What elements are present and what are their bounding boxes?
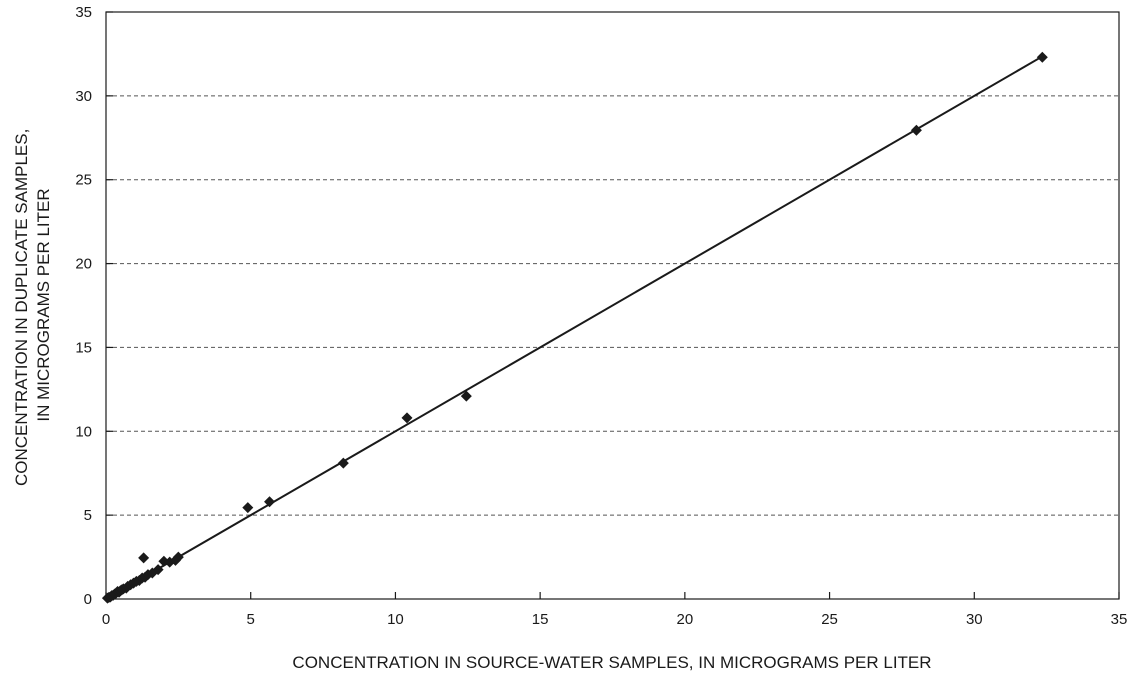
data-point: [152, 564, 164, 576]
data-point: [172, 551, 184, 563]
x-tick-label: 25: [821, 611, 838, 628]
x-tick-label: 5: [247, 611, 255, 628]
data-point: [1036, 51, 1048, 63]
x-axis-title: CONCENTRATION IN SOURCE-WATER SAMPLES, I…: [292, 653, 931, 672]
y-axis-title: CONCENTRATION IN DUPLICATE SAMPLES, IN M…: [12, 124, 53, 486]
y-tick-label: 15: [75, 339, 92, 356]
plot-frame: [105, 11, 1120, 600]
y-axis: 0 5 10 15 20 25 30 35: [75, 4, 113, 608]
data-point: [401, 412, 413, 424]
x-tick-label: 10: [387, 611, 404, 628]
x-tick-label: 35: [1111, 611, 1128, 628]
data-point: [460, 390, 472, 402]
y-tick-label: 35: [75, 4, 92, 21]
regression-line: [105, 55, 1043, 600]
y-axis-title-line-2: IN MICROGRAMS PER LITER: [34, 188, 53, 421]
y-axis-title-line-1: CONCENTRATION IN DUPLICATE SAMPLES,: [12, 129, 31, 486]
x-tick-label: 30: [966, 611, 983, 628]
y-tick-label: 10: [75, 423, 92, 440]
x-tick-label: 0: [102, 611, 110, 628]
data-point: [910, 124, 922, 136]
y-tick-label: 5: [84, 507, 92, 524]
y-tick-label: 20: [75, 256, 92, 273]
data-point: [337, 457, 349, 469]
x-axis: 0 5 10 15 20 25 30 35: [102, 592, 1128, 628]
y-tick-label: 25: [75, 172, 92, 189]
y-tick-label: 30: [75, 88, 92, 105]
y-tick-label: 0: [84, 591, 92, 608]
data-points: [101, 51, 1048, 604]
grid-lines: [106, 95, 1119, 516]
x-tick-label: 15: [532, 611, 549, 628]
data-point: [242, 502, 254, 514]
x-tick-label: 20: [677, 611, 694, 628]
data-point: [264, 496, 276, 508]
data-point: [138, 552, 150, 564]
